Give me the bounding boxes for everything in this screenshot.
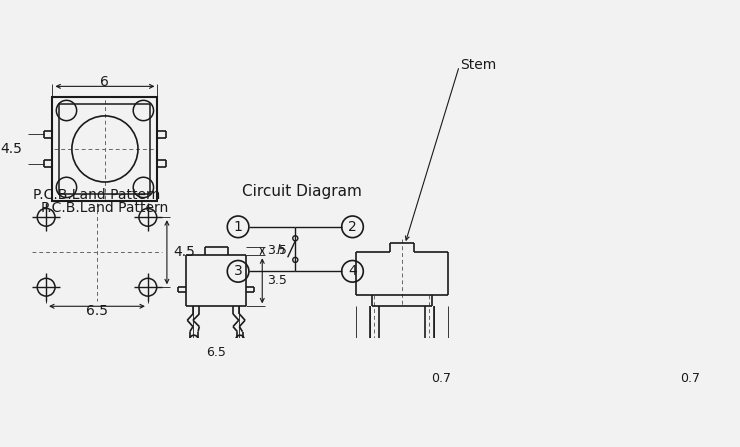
Bar (53, 97, 158, 202)
Text: 6: 6 (101, 75, 110, 89)
Text: 3.5: 3.5 (266, 245, 286, 257)
Text: 6.5: 6.5 (206, 346, 226, 359)
Text: 6.5: 6.5 (86, 304, 108, 318)
Text: P.C.B.Land Pattern: P.C.B.Land Pattern (41, 201, 169, 215)
Text: 4.5: 4.5 (1, 142, 23, 156)
Text: 3: 3 (234, 264, 243, 278)
Text: 0.7: 0.7 (680, 371, 700, 384)
Text: 4.5: 4.5 (173, 245, 195, 259)
Text: 2: 2 (348, 220, 357, 234)
Text: 0.7: 0.7 (431, 371, 451, 384)
Text: Stem: Stem (460, 58, 497, 72)
Text: Circuit Diagram: Circuit Diagram (242, 184, 362, 199)
Text: 1: 1 (234, 220, 243, 234)
Text: h: h (277, 245, 285, 257)
Text: P.C.B.Land Pattern: P.C.B.Land Pattern (33, 188, 161, 202)
Bar (59, 104, 150, 194)
Text: 3.5: 3.5 (266, 274, 286, 287)
Text: 4: 4 (348, 264, 357, 278)
